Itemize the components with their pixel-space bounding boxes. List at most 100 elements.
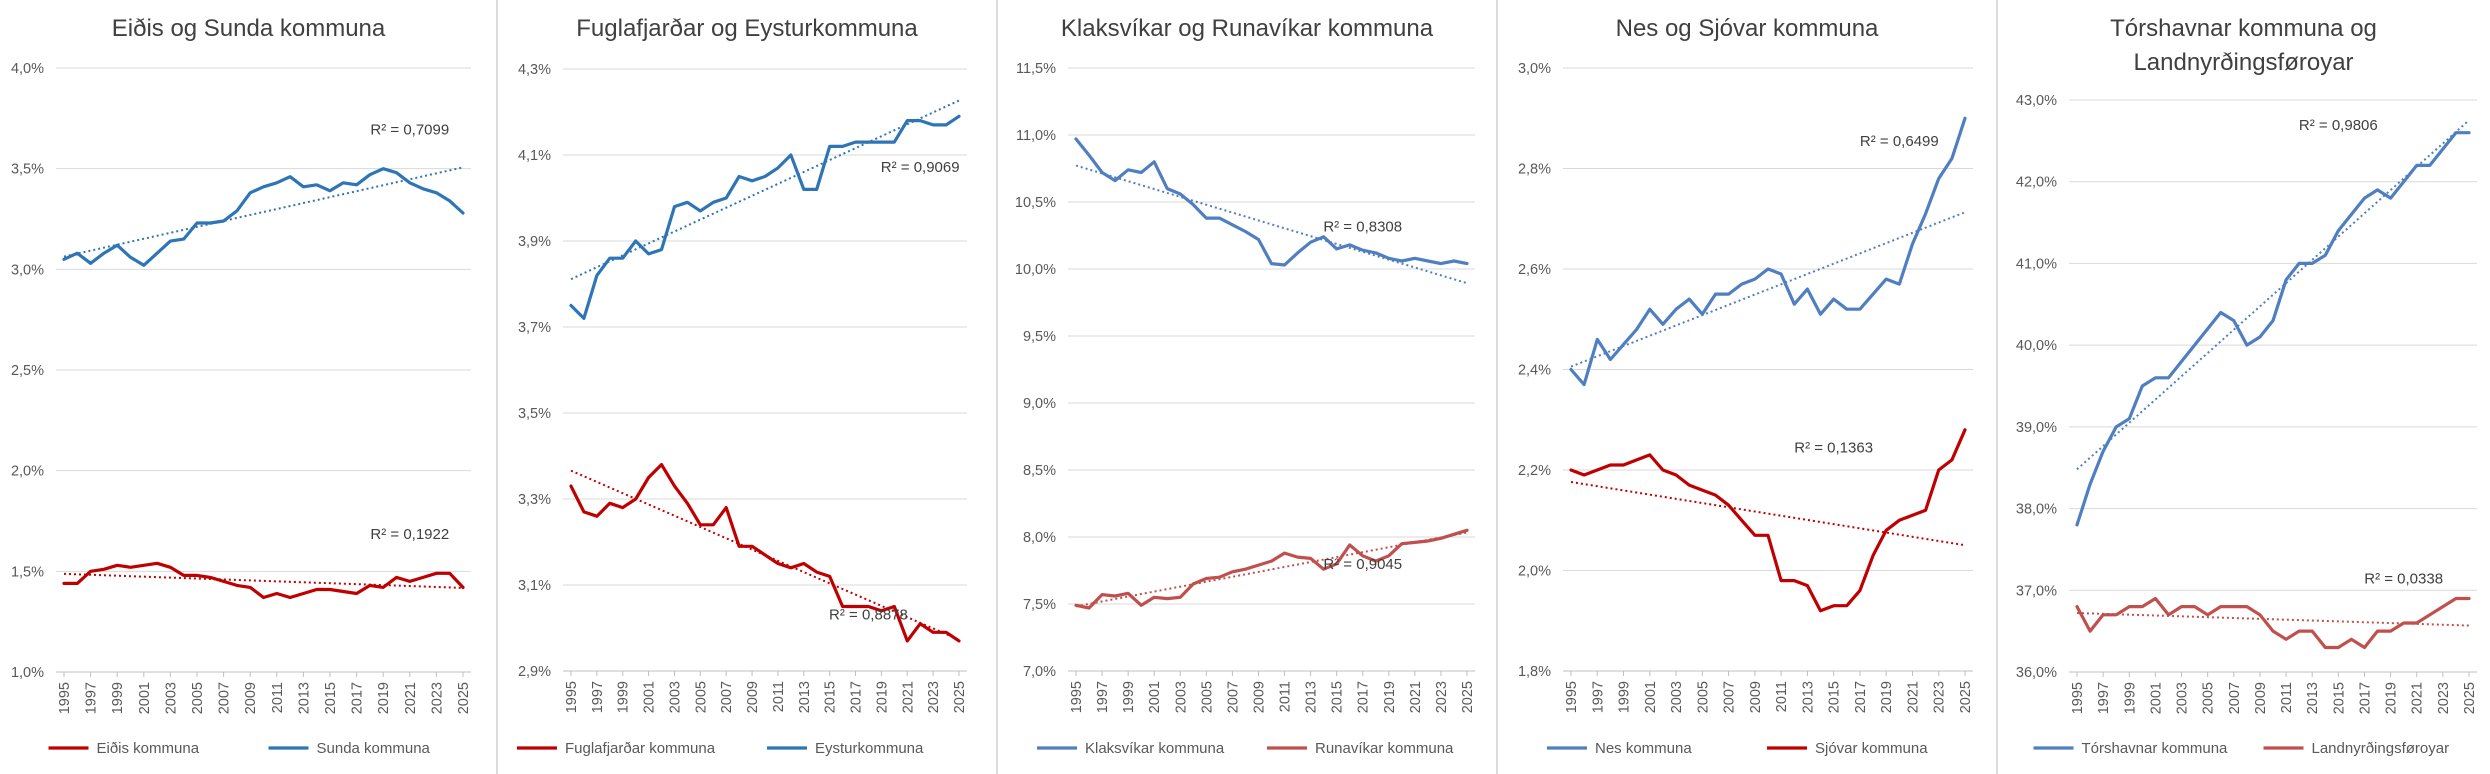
chart-panel-5: Tórshavnar kommuna og Landnyrðingsføroyar…	[2016, 15, 2478, 757]
x-tick-label: 2003	[1669, 681, 1685, 713]
x-tick-label: 2007	[217, 682, 233, 714]
x-tick-label: 2009	[243, 682, 259, 714]
x-tick-label: 2019	[874, 681, 890, 713]
series-line-2	[569, 114, 961, 320]
y-tick-label: 1,5%	[11, 564, 44, 580]
x-tick-label: 1995	[57, 682, 73, 714]
y-tick-label: 10,5%	[1015, 195, 1056, 211]
chart-title: Tórshavnar kommuna og	[2110, 15, 2377, 42]
series-line-1	[1074, 137, 1469, 267]
r2-label: R² = 0,6499	[1860, 133, 1939, 150]
x-tick-label: 2023	[2436, 682, 2452, 714]
y-tick-label: 8,5%	[1023, 463, 1056, 479]
x-tick-label: 2011	[1774, 681, 1790, 712]
chart-title: Eiðis og Sunda kommuna	[112, 15, 386, 42]
r2-label: R² = 0,9806	[2299, 117, 2378, 134]
y-tick-label: 11,0%	[1016, 128, 1056, 144]
x-tick-label: 2009	[745, 681, 761, 713]
trendline-1	[2076, 119, 2470, 471]
r2-label: R² = 0,8308	[1323, 218, 1402, 235]
x-tick-label: 2021	[2410, 682, 2426, 714]
y-tick-label: 2,5%	[11, 363, 44, 379]
legend-label: Landnyrðingsføroyar	[2312, 740, 2450, 757]
x-tick-label: 2021	[900, 681, 916, 713]
x-tick-label: 2017	[849, 681, 865, 713]
y-tick-label: 4,0%	[11, 61, 44, 77]
x-tick-label: 2025	[1460, 681, 1476, 713]
trendline-2	[63, 166, 464, 258]
y-tick-label: 7,5%	[1023, 597, 1056, 613]
x-tick-label: 2001	[1643, 681, 1659, 713]
x-tick-label: 1999	[110, 682, 126, 714]
x-tick-label: 2013	[296, 682, 312, 714]
trendline-2	[1075, 531, 1468, 608]
x-tick-label: 2005	[2201, 682, 2217, 714]
x-tick-label: 2019	[1382, 681, 1398, 713]
r2-label: R² = 0,7099	[370, 121, 449, 138]
x-tick-label: 2025	[456, 682, 472, 714]
y-tick-label: 2,9%	[518, 664, 551, 680]
x-tick-label: 1999	[1617, 681, 1633, 713]
series-line-2	[2075, 596, 2471, 650]
y-tick-label: 3,0%	[11, 262, 44, 278]
trendline-2	[2076, 612, 2470, 627]
series-line-2	[1074, 528, 1469, 610]
chart-title: Landnyrðingsføroyar	[2133, 49, 2353, 76]
x-tick-label: 2013	[1304, 681, 1320, 713]
x-tick-label: 1999	[2122, 682, 2138, 714]
legend-label: Sjóvar kommuna	[1815, 740, 1928, 757]
legend-label: Eysturkommuna	[815, 740, 924, 757]
x-tick-label: 2007	[2227, 682, 2243, 714]
series-line-2	[62, 167, 465, 267]
series-line-2	[1569, 428, 1967, 613]
r2-label: R² = 0,1363	[1794, 439, 1873, 456]
y-tick-label: 43,0%	[2016, 93, 2057, 109]
x-tick-label: 2005	[693, 681, 709, 713]
x-tick-label: 2013	[2305, 682, 2321, 714]
y-tick-label: 1,0%	[11, 665, 44, 681]
x-tick-label: 2009	[1251, 681, 1267, 713]
y-tick-label: 2,8%	[1518, 162, 1551, 178]
x-tick-label: 2023	[429, 682, 445, 714]
x-tick-label: 2003	[1173, 681, 1189, 713]
x-tick-label: 2009	[1748, 681, 1764, 713]
y-tick-label: 9,0%	[1023, 396, 1056, 412]
y-tick-label: 36,0%	[2016, 665, 2057, 681]
x-tick-label: 2011	[2279, 682, 2295, 713]
x-tick-label: 2013	[1800, 681, 1816, 713]
trendline-1	[63, 572, 464, 589]
chart-title: Klaksvíkar og Runavíkar kommuna	[1061, 15, 1434, 42]
y-tick-label: 3,5%	[11, 162, 44, 178]
r2-label: R² = 0,9069	[881, 159, 960, 176]
y-tick-label: 3,5%	[518, 406, 551, 422]
r2-label: R² = 0,9045	[1323, 556, 1402, 573]
y-tick-label: 4,1%	[518, 148, 551, 164]
y-tick-label: 40,0%	[2016, 338, 2057, 354]
x-tick-label: 2001	[2148, 682, 2164, 714]
x-tick-label: 1997	[1095, 681, 1111, 713]
chart-panel-3: Klaksvíkar og Runavíkar kommuna 7,0% 7,5% 8…	[1015, 15, 1476, 757]
x-tick-label: 2021	[403, 682, 419, 714]
y-tick-label: 9,5%	[1023, 329, 1056, 345]
y-tick-label: 2,6%	[1518, 262, 1551, 278]
x-tick-label: 2013	[797, 681, 813, 713]
chart-title: Fuglafjarðar og Eysturkommuna	[576, 15, 918, 42]
chart-title: Nes og Sjóvar kommuna	[1616, 15, 1879, 42]
y-tick-label: 10,0%	[1015, 262, 1056, 278]
x-tick-label: 2025	[1958, 681, 1974, 713]
y-tick-label: 1,8%	[1518, 664, 1551, 680]
chart-panel-2: Fuglafjarðar og Eysturkommuna 2,9% 3,1% 3,3…	[517, 15, 968, 757]
x-tick-label: 2011	[1278, 681, 1294, 712]
y-tick-label: 2,0%	[1518, 564, 1551, 580]
legend-label: Nes kommuna	[1595, 740, 1692, 757]
x-tick-label: 2017	[1356, 681, 1372, 713]
x-tick-label: 2025	[2462, 682, 2478, 714]
x-tick-label: 2005	[190, 682, 206, 714]
series-line-1	[2075, 131, 2471, 527]
x-tick-label: 2019	[376, 682, 392, 714]
x-tick-label: 1997	[590, 681, 606, 713]
legend-label: Klaksvíkar kommuna	[1085, 740, 1225, 757]
y-tick-label: 3,7%	[518, 320, 551, 336]
x-tick-label: 2001	[137, 682, 153, 714]
x-tick-label: 2025	[952, 681, 968, 713]
